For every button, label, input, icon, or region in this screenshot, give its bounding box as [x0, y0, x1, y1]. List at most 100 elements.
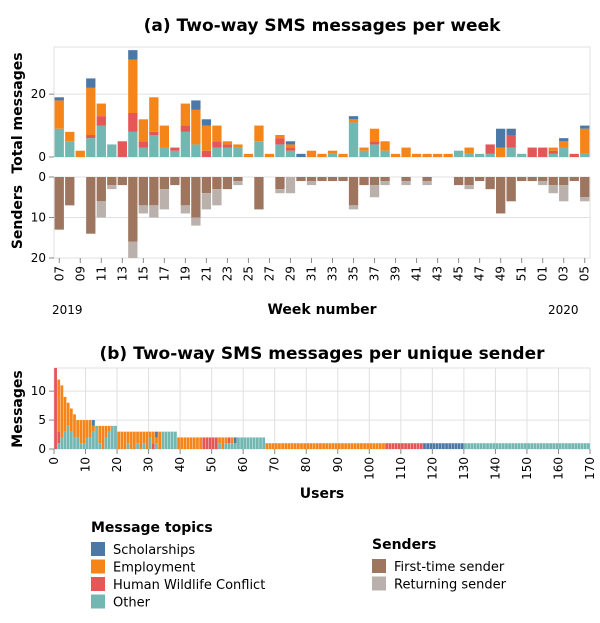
- bar-user-36-other: [164, 431, 168, 449]
- bar-senders-19-first-time-sender: [180, 177, 191, 206]
- bar-user-152-other: [530, 443, 534, 449]
- bar-senders-24-returning-sender: [233, 181, 243, 186]
- bar-user-166-other: [574, 443, 578, 449]
- bar-week-29-scholarships: [285, 141, 296, 145]
- bar-week-23-other: [222, 147, 233, 157]
- bar-user-65-other: [255, 437, 259, 449]
- bar-senders-11-first-time-sender: [96, 177, 106, 202]
- bar-week-03-other: [559, 147, 569, 157]
- bar-user-102-employment: [372, 443, 376, 449]
- chart-senders-y-tick: 20: [31, 251, 46, 265]
- bar-week-16-other: [149, 135, 159, 157]
- chart-b-title: (b) Two-way SMS messages per unique send…: [99, 344, 545, 364]
- bar-user-46-employment: [196, 437, 199, 449]
- bar-user-49-human-wildlife-conflict: [205, 437, 209, 449]
- bar-senders-42-first-time-sender: [422, 177, 432, 182]
- bar-user-43-employment: [186, 437, 190, 449]
- bar-user-37-other: [167, 431, 171, 449]
- bar-user-33-scholarships: [155, 431, 158, 438]
- bar-user-6-employment: [69, 408, 73, 432]
- bar-user-113-human-wildlife-conflict: [407, 443, 411, 449]
- bar-senders-07-first-time-sender: [54, 177, 64, 230]
- week-tick-label: 27: [262, 266, 276, 281]
- bar-senders-17-returning-sender: [159, 189, 170, 210]
- bar-user-45-employment: [192, 437, 196, 449]
- legend-label-human-wildlife-conflict: Human Wildlife Conflict: [113, 578, 265, 593]
- bar-senders-15-first-time-sender: [138, 177, 148, 206]
- bar-week-17-other: [159, 147, 170, 157]
- bar-user-110-human-wildlife-conflict: [397, 443, 401, 449]
- bar-user-55-employment: [224, 437, 228, 444]
- bar-user-54-employment: [221, 437, 225, 449]
- bar-user-29-employment: [142, 431, 146, 444]
- bar-senders-03-returning-sender: [559, 185, 569, 202]
- chart-b-x-tick: 110: [394, 457, 408, 480]
- week-tick-label: 15: [136, 266, 150, 281]
- bar-week-49-scholarships: [496, 128, 506, 148]
- bar-week-37-human-wildlife-conflict: [369, 141, 380, 145]
- chart-b-x-tick: 140: [488, 457, 502, 480]
- bar-user-57-other: [230, 443, 234, 449]
- bar-senders-52-first-time-sender: [527, 177, 537, 182]
- bar-week-14-scholarships: [128, 50, 138, 60]
- legend-label-returning-sender: Returning sender: [394, 578, 507, 593]
- bar-week-36-other: [359, 150, 369, 157]
- bar-user-109-human-wildlife-conflict: [394, 443, 398, 449]
- bar-week-02-human-wildlife-conflict: [548, 150, 558, 154]
- bar-user-130-scholarships: [460, 443, 464, 449]
- bar-senders-04-first-time-sender: [569, 177, 579, 182]
- bar-user-23-employment: [123, 431, 127, 449]
- bar-user-17-other: [104, 437, 108, 449]
- bar-user-50-human-wildlife-conflict: [208, 437, 212, 449]
- bar-user-78-employment: [296, 443, 300, 449]
- legend-topics-title: Message topics: [91, 520, 213, 536]
- bar-user-10-other: [82, 443, 86, 449]
- bar-week-26-other: [254, 141, 264, 157]
- week-tick-label: 07: [599, 266, 600, 281]
- bar-user-26-employment: [133, 431, 136, 449]
- bar-user-55-other: [224, 443, 228, 449]
- bar-week-46-other: [464, 153, 474, 157]
- bar-user-16-employment: [101, 425, 105, 449]
- chart-b-bars: [54, 368, 590, 449]
- chart-b-x-tick: 20: [110, 457, 124, 472]
- bar-user-155-other: [539, 443, 543, 449]
- bar-user-79-employment: [300, 443, 303, 449]
- bar-user-83-employment: [312, 443, 316, 449]
- bar-user-101-employment: [369, 443, 373, 449]
- bar-week-51-other: [517, 153, 527, 157]
- bar-user-136-other: [479, 443, 483, 449]
- bar-week-19-employment: [180, 103, 191, 126]
- legend-senders: First-time sender Returning sender: [372, 559, 507, 593]
- bar-week-38-employment: [380, 141, 390, 151]
- bar-senders-01-first-time-sender: [538, 177, 548, 182]
- legend-senders-title: Senders: [372, 537, 436, 553]
- bar-week-12-other: [107, 144, 117, 157]
- bar-user-131-other: [464, 443, 467, 449]
- bar-senders-38-returning-sender: [380, 181, 390, 186]
- chart-senders-y-tick: 10: [31, 211, 46, 225]
- bar-user-129-scholarships: [457, 443, 461, 449]
- bar-week-02-other: [548, 153, 558, 157]
- week-tick-label: 21: [199, 266, 213, 281]
- bar-user-2-other: [57, 443, 61, 449]
- bar-user-128-scholarships: [454, 443, 458, 449]
- bar-user-7-employment: [73, 414, 76, 438]
- chart-senders-y-title: Senders: [10, 185, 26, 249]
- week-tick-label: 07: [52, 266, 66, 281]
- bar-senders-31-first-time-sender: [306, 177, 317, 182]
- bar-senders-35-returning-sender: [348, 205, 359, 210]
- bar-week-10-employment: [86, 87, 96, 135]
- bar-senders-37-returning-sender: [369, 185, 380, 198]
- bar-user-82-employment: [309, 443, 313, 449]
- bar-week-21-human-wildlife-conflict: [201, 150, 212, 157]
- chart-b-x-tick: 150: [520, 457, 534, 480]
- bar-senders-28-first-time-sender: [275, 177, 285, 190]
- week-tick-label: 29: [283, 266, 297, 281]
- bar-week-05-employment: [580, 128, 590, 154]
- bar-user-80-employment: [303, 443, 307, 449]
- bar-week-15-other: [138, 147, 148, 157]
- bar-user-142-other: [498, 443, 502, 449]
- bar-senders-42-returning-sender: [422, 181, 432, 186]
- bar-user-63-other: [249, 437, 253, 449]
